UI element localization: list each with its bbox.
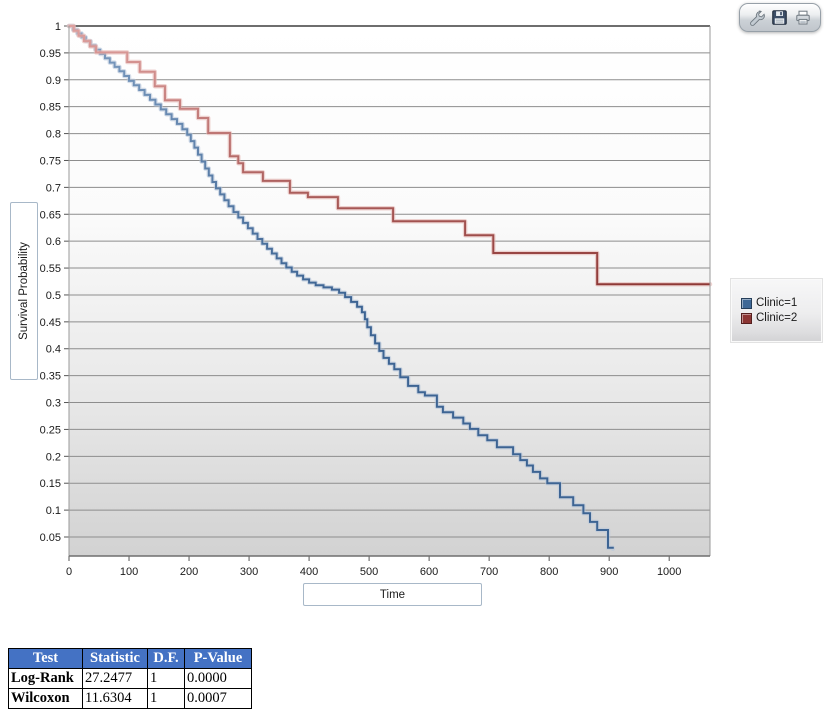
statistic-value: 27.2477 (82, 668, 148, 689)
y-axis-label: Survival Probability (18, 242, 31, 340)
y-tick-label: 0.7 (46, 182, 61, 194)
legend-label: Clinic=2 (756, 312, 798, 324)
chart-toolbar (739, 3, 821, 32)
legend-label: Clinic=1 (756, 297, 798, 309)
y-tick-label: 0.65 (40, 209, 61, 221)
series-Clinic=2 (69, 25, 710, 286)
y-axis-label-box: Survival Probability (10, 202, 38, 380)
x-tick-label: 600 (420, 566, 438, 578)
printer-icon (796, 10, 811, 24)
print-button[interactable] (794, 9, 812, 27)
y-tick-label: 0.95 (40, 48, 61, 60)
y-tick-label: 0.3 (46, 398, 61, 410)
save-icon (772, 10, 788, 25)
y-tick-label: 0.1 (46, 505, 61, 517)
x-tick-label: 400 (300, 566, 318, 578)
y-tick-label: 0.25 (40, 424, 61, 436)
x-tick-label: 200 (180, 566, 198, 578)
x-tick-label: 800 (540, 566, 558, 578)
stats-header-df: D.F. (147, 648, 185, 669)
y-tick-label: 0.35 (40, 371, 61, 383)
y-tick-label: 0.55 (40, 263, 61, 275)
y-tick-label: 0.5 (46, 290, 61, 302)
series1-swatch (741, 297, 752, 309)
series-Clinic=1 (69, 25, 614, 549)
x-tick-label: 300 (240, 566, 258, 578)
x-tick-label: 1000 (657, 566, 681, 578)
y-tick-label: 0.85 (40, 102, 61, 114)
x-axis-label-box: Time (303, 583, 482, 606)
df-value: 1 (147, 668, 185, 689)
plot-area (69, 26, 710, 556)
legend: Clinic=1 Clinic=2 (730, 278, 823, 343)
x-axis-label: Time (379, 588, 406, 601)
y-tick-label: 0.05 (40, 532, 61, 544)
x-tick-label: 0 (66, 566, 72, 578)
pvalue-value: 0.0000 (184, 668, 252, 689)
y-tick-label: 0.4 (46, 344, 61, 356)
stats-header-statistic: Statistic (82, 648, 148, 669)
y-tick-label: 0.8 (46, 129, 61, 141)
survival-chart: 10.950.90.850.80.750.70.650.60.550.50.45… (40, 21, 713, 578)
y-tick-label: 0.6 (46, 236, 61, 248)
wrench-icon (749, 10, 765, 26)
pvalue-value: 0.0007 (184, 688, 252, 709)
y-tick-label: 0.75 (40, 155, 61, 167)
tools-button[interactable] (748, 9, 766, 27)
stats-header-row: Test Statistic D.F. P-Value (8, 648, 252, 669)
stats-header-test: Test (8, 648, 83, 669)
y-tick-label: 0.9 (46, 75, 61, 87)
stats-row-logrank: Log-Rank 27.2477 1 0.0000 (8, 668, 252, 689)
y-tick-label: 1 (55, 21, 61, 33)
stats-row-wilcoxon: Wilcoxon 11.6304 1 0.0007 (8, 688, 252, 709)
df-value: 1 (147, 688, 185, 709)
y-tick-label: 0.2 (46, 451, 61, 463)
x-tick-label: 900 (600, 566, 618, 578)
test-name: Log-Rank (8, 668, 83, 689)
legend-item: Clinic=1 (741, 297, 822, 309)
legend-item: Clinic=2 (741, 312, 822, 324)
save-button[interactable] (771, 9, 789, 27)
statistic-value: 11.6304 (82, 688, 148, 709)
series2-swatch (741, 312, 752, 324)
x-tick-label: 500 (360, 566, 378, 578)
x-tick-label: 100 (120, 566, 138, 578)
stats-header-pvalue: P-Value (184, 648, 252, 669)
y-tick-label: 0.45 (40, 317, 61, 329)
y-tick-label: 0.15 (40, 478, 61, 490)
x-tick-label: 700 (480, 566, 498, 578)
test-name: Wilcoxon (8, 688, 83, 709)
stats-table: Test Statistic D.F. P-Value Log-Rank 27.… (8, 648, 252, 709)
